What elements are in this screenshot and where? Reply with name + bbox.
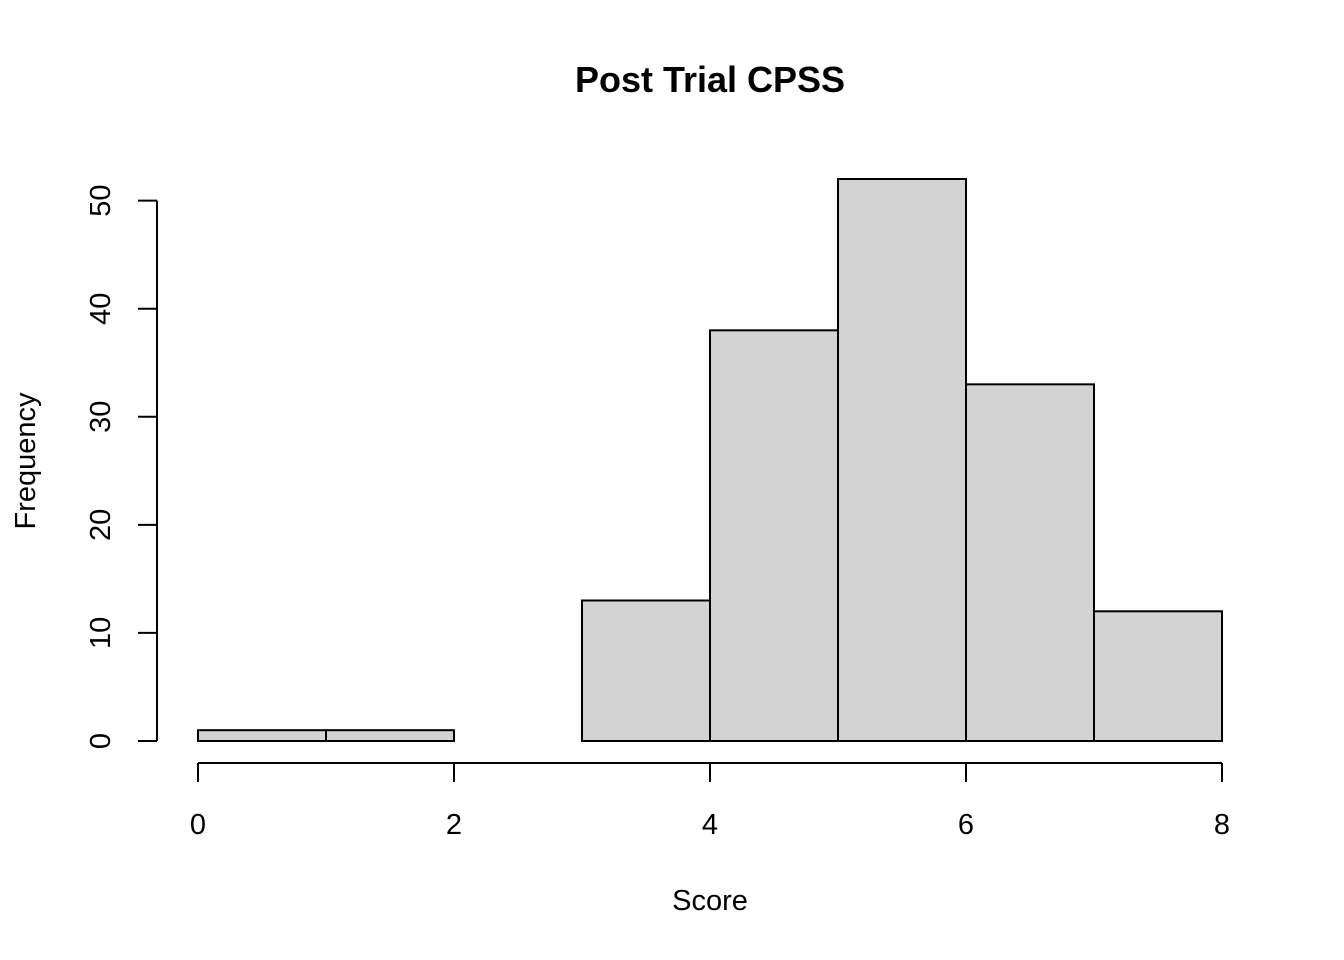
x-tick-label: 0 bbox=[190, 809, 206, 841]
histogram-bar-6 bbox=[965, 383, 1095, 742]
x-tick-label: 6 bbox=[958, 809, 974, 841]
histogram-bar-0 bbox=[197, 729, 327, 743]
y-axis-label: Frequency bbox=[10, 392, 42, 530]
y-tick-label: 0 bbox=[85, 733, 117, 749]
y-tick-label: 30 bbox=[85, 401, 117, 433]
y-tick-label: 10 bbox=[85, 617, 117, 649]
histogram-bar-1 bbox=[325, 729, 455, 743]
x-tick-label: 2 bbox=[446, 809, 462, 841]
y-axis: 0 10 20 30 40 50 bbox=[85, 184, 158, 749]
histogram-bar-4 bbox=[709, 329, 839, 742]
x-axis: 0 2 4 6 8 bbox=[190, 762, 1230, 841]
x-axis-label: Score bbox=[672, 885, 748, 917]
y-tick-label: 40 bbox=[85, 293, 117, 325]
x-tick-label: 4 bbox=[702, 809, 718, 841]
histogram-bar-5 bbox=[837, 178, 967, 742]
histogram-bar-7 bbox=[1093, 610, 1223, 742]
histogram-bar-3 bbox=[581, 599, 711, 742]
x-tick-label: 8 bbox=[1214, 809, 1230, 841]
chart-title: Post Trial CPSS bbox=[575, 59, 845, 100]
y-tick-label: 20 bbox=[85, 509, 117, 541]
histogram-bars bbox=[197, 178, 1223, 743]
y-tick-label: 50 bbox=[85, 184, 117, 216]
